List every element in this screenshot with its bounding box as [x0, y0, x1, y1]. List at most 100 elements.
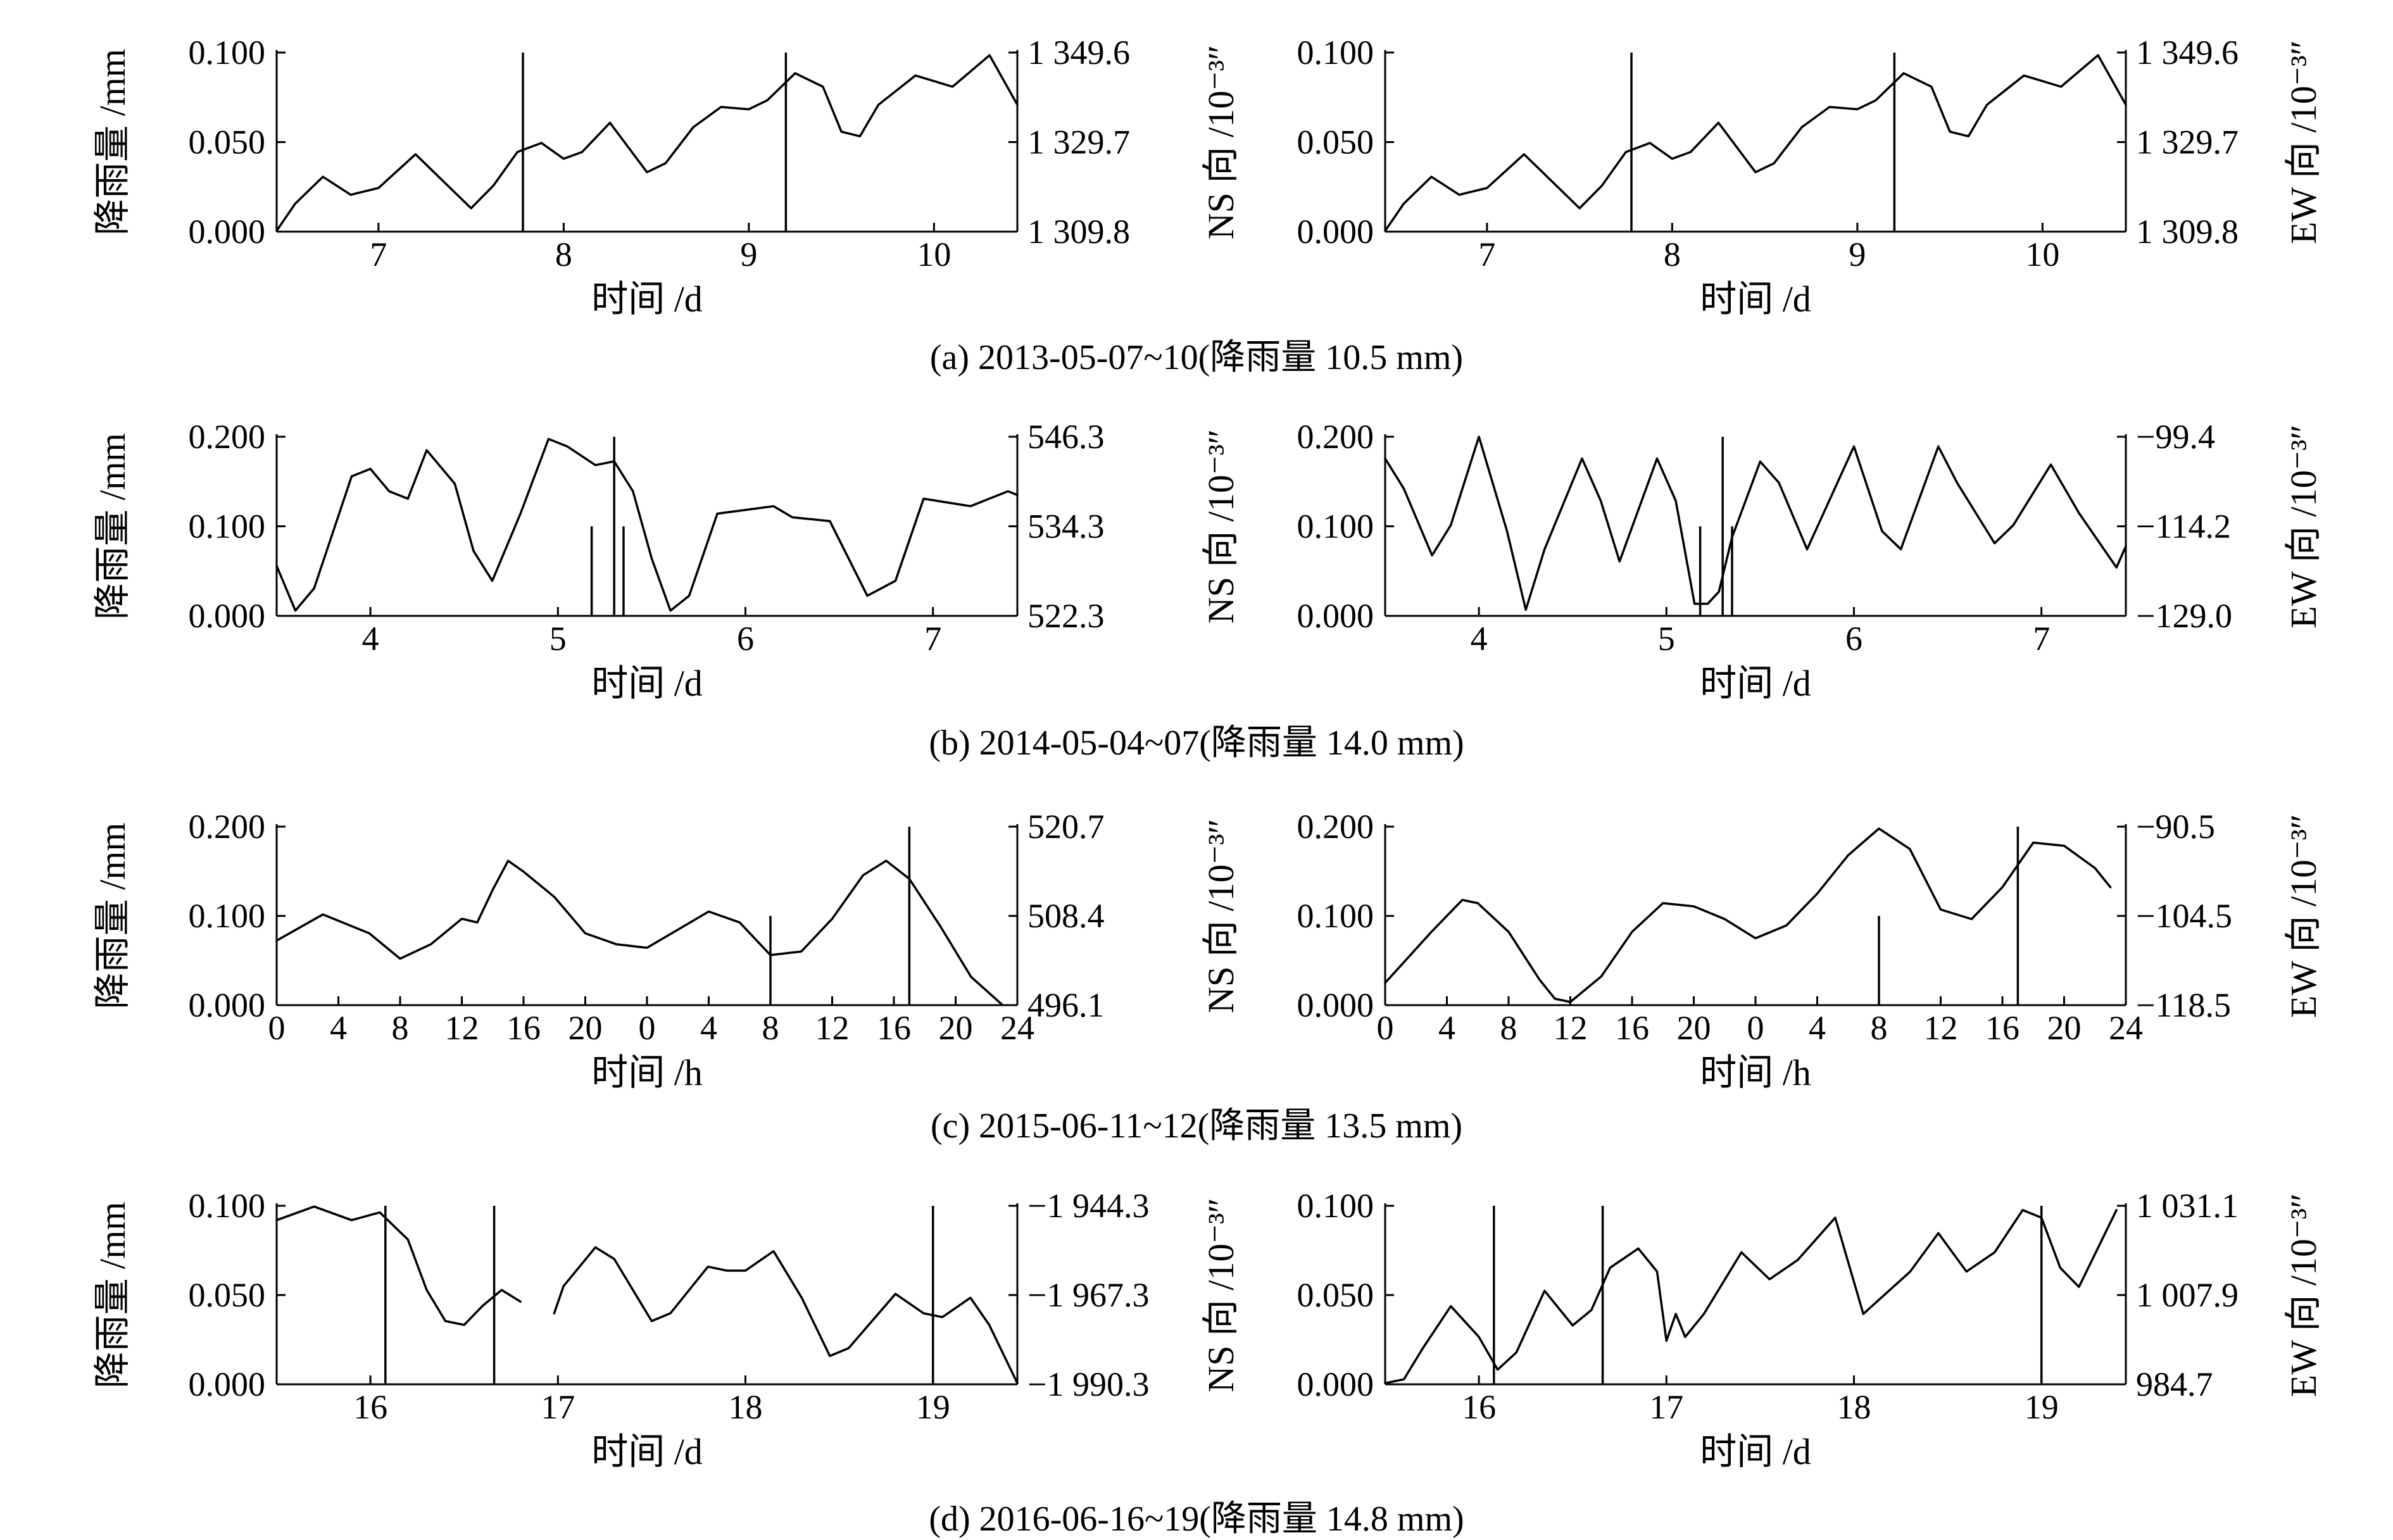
- x-tick-label: 6: [737, 620, 754, 658]
- x-tick-label: 17: [541, 1388, 575, 1426]
- x-tick-label: 12: [815, 1009, 850, 1047]
- x-tick-label: 12: [445, 1009, 479, 1047]
- x-axis-label: 时间 /d: [1700, 1431, 1811, 1472]
- x-tick-label: 6: [1845, 620, 1862, 658]
- x-tick-label: 0: [268, 1009, 286, 1047]
- x-tick-label: 16: [1462, 1388, 1496, 1426]
- x-tick-label: 4: [362, 620, 379, 658]
- y-tick-label-left: 0.100: [189, 508, 266, 546]
- x-tick-label: 18: [1837, 1388, 1871, 1426]
- y-axis-label-left: 降雨量 /mm: [92, 433, 133, 620]
- x-axis-label: 时间 /d: [591, 663, 703, 704]
- x-tick-label: 0: [1377, 1009, 1394, 1047]
- x-tick-label: 4: [1809, 1009, 1826, 1047]
- x-tick-label: 7: [924, 620, 941, 658]
- x-tick-label: 20: [2047, 1009, 2082, 1047]
- x-tick-label: 12: [1924, 1009, 1958, 1047]
- x-tick-label: 5: [550, 620, 567, 658]
- series-line: [275, 1205, 522, 1326]
- series-line: [275, 437, 1019, 612]
- chart-c-left: 0.000 0.100 0.200 496.1 508.4 520.7 0 4 8 12 16 20 0…: [92, 808, 1105, 1093]
- caption-b: (b) 2014-05-04~07(降雨量 14.0 mm): [929, 723, 1464, 763]
- x-tick-label: 24: [2109, 1009, 2143, 1047]
- x-tick-label: 0: [1747, 1009, 1764, 1047]
- y-axis-label-right: EW 向 /10⁻³″: [2283, 814, 2324, 1018]
- x-axis-label: 时间 /d: [1700, 279, 1811, 320]
- y-tick-label-right: 534.3: [1027, 508, 1105, 546]
- series-line: [275, 860, 1003, 1006]
- x-tick-label: 4: [1438, 1009, 1455, 1047]
- caption-d: (d) 2016-06-16~19(降雨量 14.8 mm): [929, 1499, 1464, 1539]
- y-tick-label-right: −129.0: [2136, 597, 2232, 635]
- y-tick-label-right: 1 031.1: [2136, 1187, 2239, 1225]
- chart-c-right: 0.000 0.100 0.200 −118.5 −104.5 −90.5 0 4 8 12 16 2…: [1200, 808, 2324, 1093]
- x-tick-label: 0: [639, 1009, 656, 1047]
- x-tick-label: 20: [939, 1009, 973, 1047]
- y-tick-label-left: 0.100: [1297, 34, 1374, 72]
- y-tick-label-left: 0.100: [1297, 508, 1374, 546]
- chart-a-right: 0.000 0.050 0.100 1 309.8 1 329.7 1 349.6 7 8 9 1…: [1200, 34, 2324, 320]
- y-tick-label-left: 0.200: [1297, 418, 1374, 456]
- y-tick-label-left: 0.100: [189, 897, 266, 935]
- y-tick-label-left: 0.000: [1297, 986, 1374, 1024]
- y-tick-label-left: 0.000: [189, 213, 266, 251]
- x-tick-label: 19: [2025, 1388, 2059, 1426]
- x-tick-label: 16: [877, 1009, 911, 1047]
- y-tick-label-right: −114.2: [2136, 508, 2231, 546]
- y-tick-label-right: −99.4: [2136, 418, 2215, 456]
- x-tick-label: 10: [917, 235, 951, 273]
- y-tick-label-right: 1 309.8: [1027, 213, 1130, 251]
- x-tick-label: 17: [1649, 1388, 1683, 1426]
- y-axis-label-left: NS 向 /10⁻³″: [1200, 818, 1241, 1013]
- x-tick-label: 8: [555, 235, 572, 273]
- x-tick-label: 5: [1658, 620, 1675, 658]
- y-tick-label-right: 508.4: [1027, 897, 1105, 935]
- series-line: [1384, 827, 2112, 1003]
- x-tick-label: 4: [330, 1009, 347, 1047]
- x-tick-label: 7: [370, 235, 387, 273]
- y-tick-label-left: 0.100: [189, 34, 266, 72]
- y-tick-label-right: 1 349.6: [2136, 34, 2239, 72]
- y-axis-label-left: NS 向 /10⁻³″: [1200, 1198, 1241, 1392]
- y-axis-label-left: NS 向 /10⁻³″: [1200, 429, 1241, 623]
- y-tick-label-left: 0.050: [189, 123, 266, 161]
- y-tick-label-right: 496.1: [1027, 986, 1105, 1024]
- x-axis-label: 时间 /h: [591, 1052, 703, 1093]
- chart-d-left: 0.000 0.050 0.100 −1 990.3 −1 967.3 −1 944.3 1…: [92, 1187, 1149, 1472]
- x-tick-label: 4: [700, 1009, 717, 1047]
- y-axis-label-right: EW 向 /10⁻³″: [2283, 40, 2324, 244]
- chart-b-right: 0.000 0.100 0.200 −129.0 −114.2 −99.4 4 5 6 7 时间 /…: [1200, 418, 2324, 704]
- y-tick-label-left: 0.050: [1297, 123, 1374, 161]
- x-axis-label: 时间 /d: [1700, 663, 1811, 704]
- x-axis-label: 时间 /h: [1700, 1052, 1811, 1093]
- y-tick-label-right: −1 967.3: [1027, 1276, 1149, 1314]
- y-tick-label-left: 0.100: [1297, 897, 1374, 935]
- y-tick-label-right: −1 990.3: [1027, 1365, 1149, 1403]
- x-tick-label: 18: [729, 1388, 763, 1426]
- x-tick-label: 4: [1471, 620, 1488, 658]
- y-tick-label-left: 0.000: [1297, 1365, 1374, 1403]
- series-line: [1384, 54, 2127, 232]
- x-tick-label: 9: [740, 235, 757, 273]
- y-tick-label-left: 0.200: [189, 418, 266, 456]
- x-tick-label: 20: [568, 1009, 603, 1047]
- x-tick-label: 16: [353, 1388, 387, 1426]
- series-line: [275, 54, 1019, 232]
- y-axis-label-right: EW 向 /10⁻³″: [2283, 424, 2324, 628]
- y-tick-label-right: 546.3: [1027, 418, 1105, 456]
- y-tick-label-right: 1 007.9: [2136, 1276, 2239, 1314]
- x-tick-label: 8: [392, 1009, 409, 1047]
- x-tick-label: 8: [1871, 1009, 1888, 1047]
- y-tick-label-right: 984.7: [2136, 1365, 2213, 1403]
- y-tick-label-right: 1 349.6: [1027, 34, 1130, 72]
- y-tick-label-right: 1 309.8: [2136, 213, 2239, 251]
- y-axis-label-left: 降雨量 /mm: [92, 1202, 133, 1389]
- y-tick-label-left: 0.000: [1297, 597, 1374, 635]
- y-tick-label-right: 1 329.7: [2136, 123, 2239, 161]
- y-tick-label-left: 0.200: [1297, 808, 1374, 846]
- series-line: [1384, 1208, 2118, 1384]
- y-tick-label-left: 0.200: [189, 808, 266, 846]
- y-tick-label-right: 1 329.7: [1027, 123, 1130, 161]
- chart-panels: 0.000 0.050 0.100 1 309.8 1 329.7 1 349.6 7 8 9 1…: [92, 34, 2324, 1472]
